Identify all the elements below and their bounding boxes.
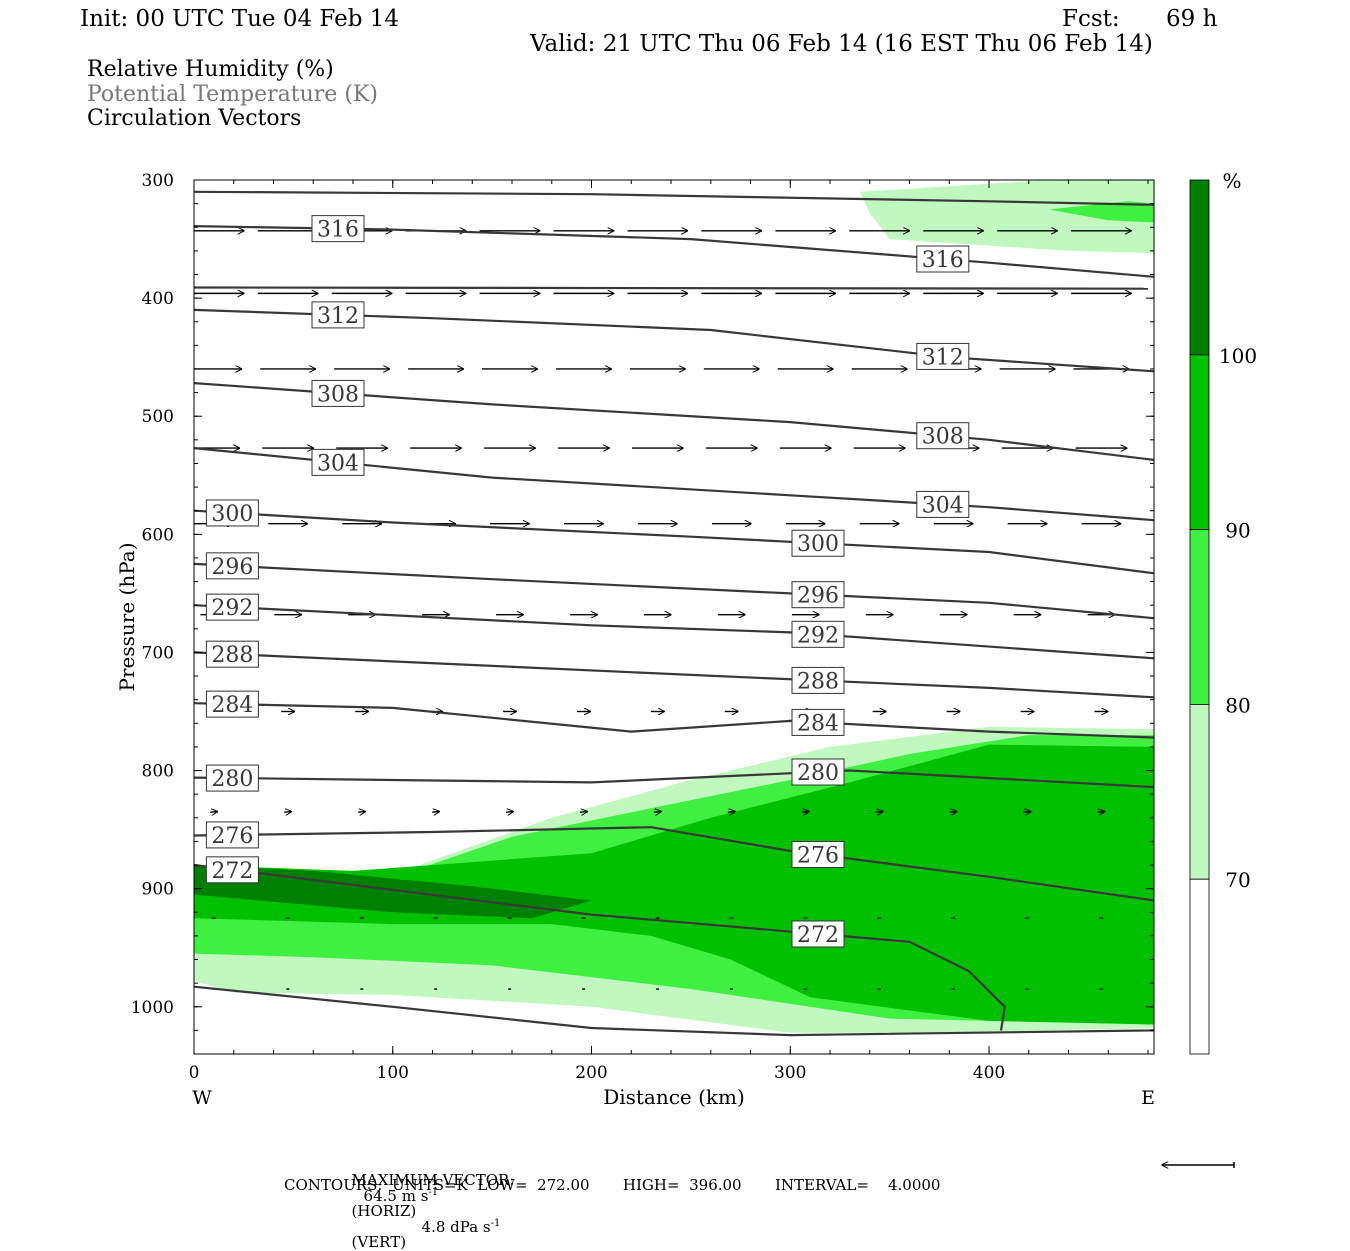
circulation-vector [802, 812, 809, 813]
plot-area: 316 316 312 312 308 308 304 304 300 300 296 296 292 2… [184, 180, 1154, 1035]
y-tick-label: 500 [142, 407, 174, 427]
theta-label: 280 [211, 767, 253, 792]
theta-contour-292 [194, 605, 1154, 658]
colorbar-level: 100 [1219, 344, 1257, 368]
circulation-vector [950, 812, 957, 813]
y-tick-label: 900 [142, 880, 174, 900]
cross-section-chart: 316 316 312 312 308 308 304 304 300 300 296 296 292 2… [0, 0, 1350, 1200]
theta-label: 288 [797, 669, 839, 694]
colorbar-level: 80 [1225, 693, 1250, 717]
theta-label: 276 [797, 843, 839, 868]
x-end-east: E [1141, 1087, 1155, 1109]
x-tick-label: 200 [575, 1063, 607, 1083]
max-vector-text: MAXIMUM VECTOR: 64.5 m s-1 (HORIZ) 4.8 d… [342, 1158, 514, 1250]
theta-label: 288 [211, 643, 253, 668]
circulation-vector [210, 812, 217, 813]
theta-label: 308 [922, 425, 964, 450]
circulation-vector [1098, 812, 1105, 813]
theta-label: 296 [797, 584, 839, 609]
x-axis-label: Distance (km) [603, 1085, 745, 1109]
horiz-tag: (HORIZ) [352, 1202, 417, 1220]
theta-label: 312 [922, 345, 964, 370]
circulation-vector [876, 812, 883, 813]
contours-info: CONTOURS: UNITS=K LOW= 272.00 HIGH= 396.… [284, 1178, 940, 1193]
y-axis-label: Pressure (hPa) [115, 543, 139, 692]
theta-label: 300 [211, 502, 253, 527]
theta-label: 308 [317, 382, 359, 407]
theta-label: 296 [211, 555, 253, 580]
y-tick-label: 1000 [131, 998, 174, 1018]
theta-label: 304 [317, 451, 359, 476]
circulation-vector [654, 812, 661, 813]
theta-label: 292 [211, 596, 253, 621]
theta-label: 312 [317, 304, 359, 329]
theta-label: 316 [922, 248, 964, 273]
y-tick-label: 400 [142, 289, 174, 309]
circulation-vector [284, 812, 291, 813]
colorbar-unit: % [1222, 169, 1241, 193]
theta-label: 304 [922, 493, 964, 518]
colorbar-level: 70 [1225, 868, 1250, 892]
colorbar-segment [1190, 355, 1209, 530]
vert-exponent: -1 [491, 1218, 501, 1229]
y-tick-label: 800 [142, 762, 174, 782]
theta-label: 284 [211, 693, 253, 718]
max-vector-vert: 4.8 dPa s [422, 1218, 491, 1236]
theta-label: 300 [797, 532, 839, 557]
colorbar-segment [1190, 530, 1209, 705]
colorbar-segment [1190, 879, 1209, 1054]
x-end-west: W [192, 1087, 212, 1109]
vert-tag: (VERT) [352, 1233, 407, 1251]
y-tick-label: 700 [142, 643, 174, 663]
theta-contour-296 [194, 564, 1154, 618]
theta-label: 280 [797, 761, 839, 786]
theta-label: 292 [797, 623, 839, 648]
theta-label: 276 [211, 824, 253, 849]
circulation-vector [728, 812, 735, 813]
colorbar-level: 90 [1225, 519, 1250, 543]
circulation-vector [432, 812, 439, 813]
circulation-vector [1024, 812, 1031, 813]
circulation-vector [580, 812, 587, 813]
theta-contour-284 [194, 703, 1154, 737]
theta-label: 316 [317, 218, 359, 243]
theta-label: 284 [797, 711, 839, 736]
y-tick-label: 300 [142, 171, 174, 191]
colorbar-segment [1190, 180, 1209, 355]
colorbar-segment [1190, 704, 1209, 879]
theta-contour [194, 288, 1148, 289]
circulation-vector [506, 812, 513, 813]
x-tick-label: 400 [973, 1063, 1005, 1083]
circulation-vector [358, 812, 365, 813]
theta-contour-288 [194, 652, 1154, 697]
x-tick-label: 100 [377, 1063, 409, 1083]
x-tick-label: 0 [189, 1063, 200, 1083]
y-tick-label: 600 [142, 525, 174, 545]
theta-label: 272 [797, 923, 839, 948]
theta-label: 272 [211, 859, 253, 884]
x-tick-label: 300 [774, 1063, 806, 1083]
theta-contour-300 [194, 511, 1154, 574]
